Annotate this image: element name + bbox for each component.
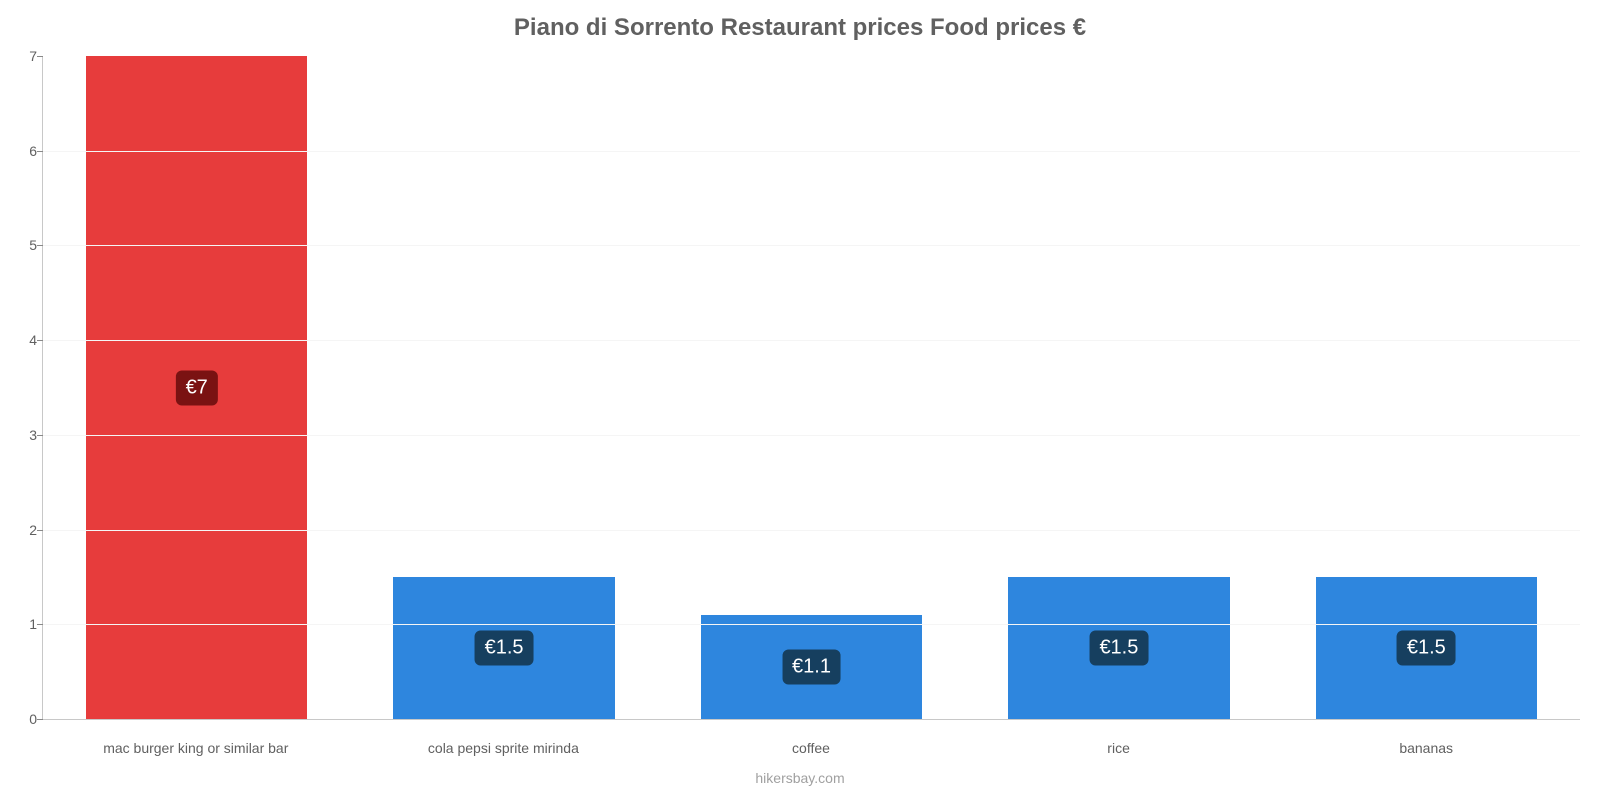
plot-area: €7€1.5€1.1€1.5€1.5 01234567 — [42, 56, 1580, 720]
gridline — [43, 245, 1580, 246]
x-tick-label: rice — [965, 740, 1273, 756]
y-tick-mark — [37, 340, 43, 341]
bar-slot: €7 — [43, 56, 350, 719]
bar: €1.5 — [393, 577, 614, 719]
value-label: €7 — [176, 370, 218, 405]
bar: €1.5 — [1316, 577, 1537, 719]
value-label: €1.5 — [475, 630, 534, 665]
y-tick-label: 0 — [13, 711, 37, 727]
gridline — [43, 340, 1580, 341]
bar-slot: €1.5 — [350, 56, 657, 719]
y-tick-mark — [37, 56, 43, 57]
chart-container: Piano di Sorrento Restaurant prices Food… — [0, 0, 1600, 800]
credit-text: hikersbay.com — [0, 770, 1600, 786]
gridline — [43, 624, 1580, 625]
y-tick-mark — [37, 719, 43, 720]
gridline — [43, 151, 1580, 152]
y-tick-mark — [37, 151, 43, 152]
y-tick-mark — [37, 530, 43, 531]
chart-title: Piano di Sorrento Restaurant prices Food… — [0, 0, 1600, 42]
value-label: €1.1 — [782, 649, 841, 684]
y-tick-mark — [37, 624, 43, 625]
value-label: €1.5 — [1089, 630, 1148, 665]
x-tick-label: cola pepsi sprite mirinda — [350, 740, 658, 756]
bar: €7 — [86, 56, 307, 719]
y-tick-label: 3 — [13, 427, 37, 443]
y-tick-mark — [37, 435, 43, 436]
bar-slot: €1.5 — [965, 56, 1272, 719]
bar: €1.1 — [701, 615, 922, 719]
y-tick-label: 1 — [13, 616, 37, 632]
x-axis-labels: mac burger king or similar barcola pepsi… — [42, 740, 1580, 756]
x-tick-label: coffee — [657, 740, 965, 756]
x-tick-label: bananas — [1272, 740, 1580, 756]
x-tick-label: mac burger king or similar bar — [42, 740, 350, 756]
gridline — [43, 530, 1580, 531]
y-tick-label: 5 — [13, 237, 37, 253]
bars-group: €7 €1.5 €1.1 €1.5 €1.5 — [43, 56, 1580, 719]
bar: €1.5 — [1008, 577, 1229, 719]
y-tick-label: 4 — [13, 332, 37, 348]
bar-slot: €1.1 — [658, 56, 965, 719]
y-tick-mark — [37, 245, 43, 246]
gridline — [43, 435, 1580, 436]
bar-slot: €1.5 — [1273, 56, 1580, 719]
value-label: €1.5 — [1397, 630, 1456, 665]
y-tick-label: 2 — [13, 522, 37, 538]
y-tick-label: 7 — [13, 48, 37, 64]
y-tick-label: 6 — [13, 143, 37, 159]
